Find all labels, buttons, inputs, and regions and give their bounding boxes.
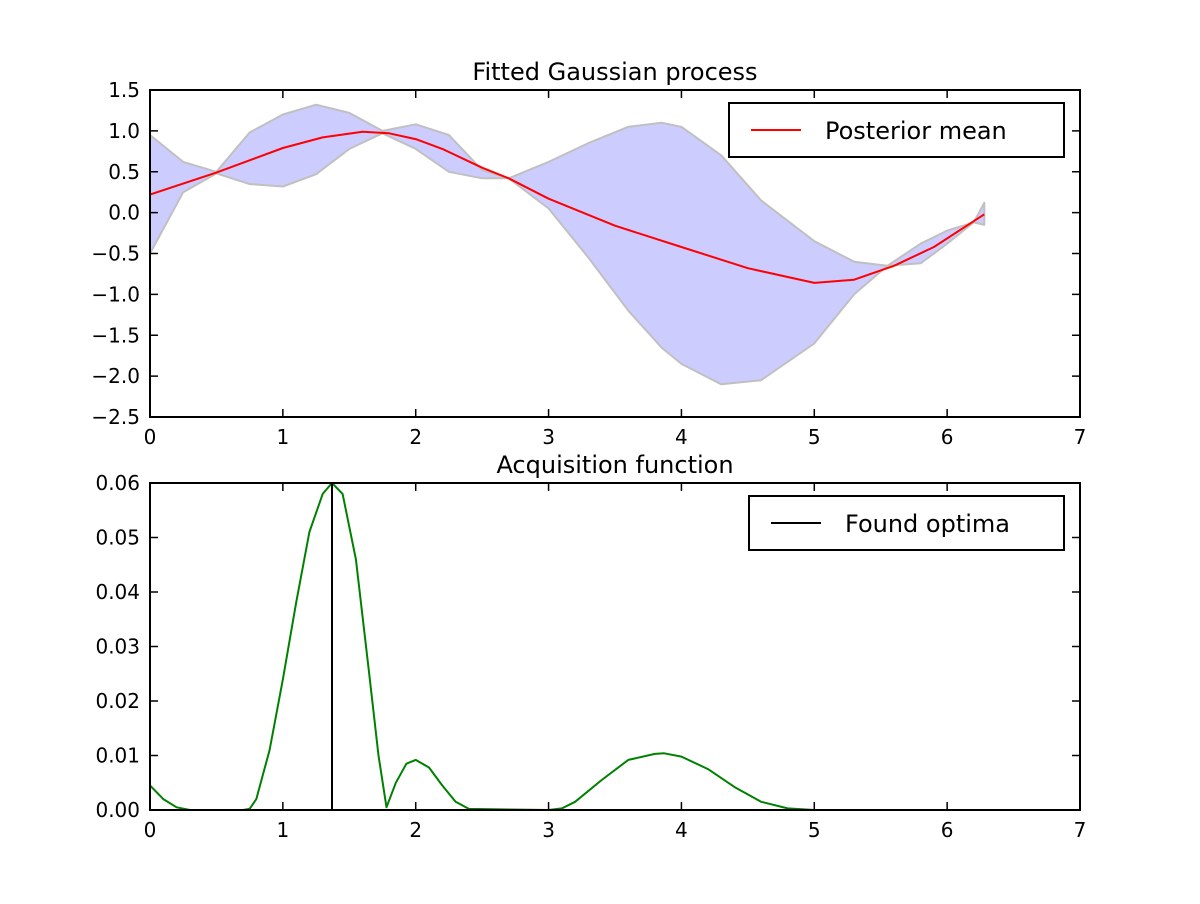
y-tick-label: 0.03 [95,635,140,659]
x-tick-label: 6 [941,425,954,449]
confidence-band [150,103,986,386]
acquisition-axes: 0 1 2 3 4 5 6 7 0.06 0.05 0.04 0.03 0.02 0.01 0.00 Acqu… [95,451,1086,842]
y-tick-label: −1.0 [91,282,140,306]
y-tick-label: 0.06 [95,471,140,495]
y-tick-label: 0.5 [108,160,140,184]
x-tick-label: 5 [808,425,821,449]
x-tick-label: 4 [675,425,688,449]
legend-label: Posterior mean [825,117,1007,145]
legend-label: Found optima [845,510,1010,538]
chart-title: Fitted Gaussian process [472,58,757,86]
x-tick-label: 7 [1074,818,1087,842]
y-tick-label: 0.05 [95,526,140,550]
y-tick-label: 0.01 [95,744,140,768]
y-tick-label: 0.02 [95,689,140,713]
plot-area [150,103,986,386]
x-tick-label: 2 [409,425,422,449]
y-tick-label: −0.5 [91,242,140,266]
x-tick-label: 7 [1074,425,1087,449]
posterior-mean-line [150,130,985,284]
y-tick-label: −2.0 [91,364,140,388]
y-tick-label: 1.0 [108,119,140,143]
legend: Found optima [748,495,1065,551]
y-tick-label: 0.00 [95,798,140,822]
y-tick-label: 0.0 [108,201,140,225]
x-tick-label: 2 [409,818,422,842]
x-tick-label: 3 [542,818,555,842]
x-tick-label: 1 [276,818,289,842]
x-tick-label: 1 [276,425,289,449]
x-tick-label: 3 [542,425,555,449]
x-tick-label: 4 [675,818,688,842]
x-tick-label: 5 [808,818,821,842]
y-tick-label: −1.5 [91,323,140,347]
gp-axes: 0 1 2 3 4 5 6 7 1.5 1.0 0.5 0.0 −0.5 −1.0 −1.5 −2.0 −2.5… [91,58,1086,449]
chart-title: Acquisition function [496,451,733,479]
acquisition-curve [150,483,987,810]
x-tick-label: 6 [941,818,954,842]
x-tick-label: 0 [144,818,157,842]
y-tick-label: 0.04 [95,580,140,604]
legend: Posterior mean [728,102,1065,158]
y-tick-label: −2.5 [91,405,140,429]
x-tick-label: 0 [144,425,157,449]
plot-area [150,483,987,810]
y-tick-label: 1.5 [108,78,140,102]
